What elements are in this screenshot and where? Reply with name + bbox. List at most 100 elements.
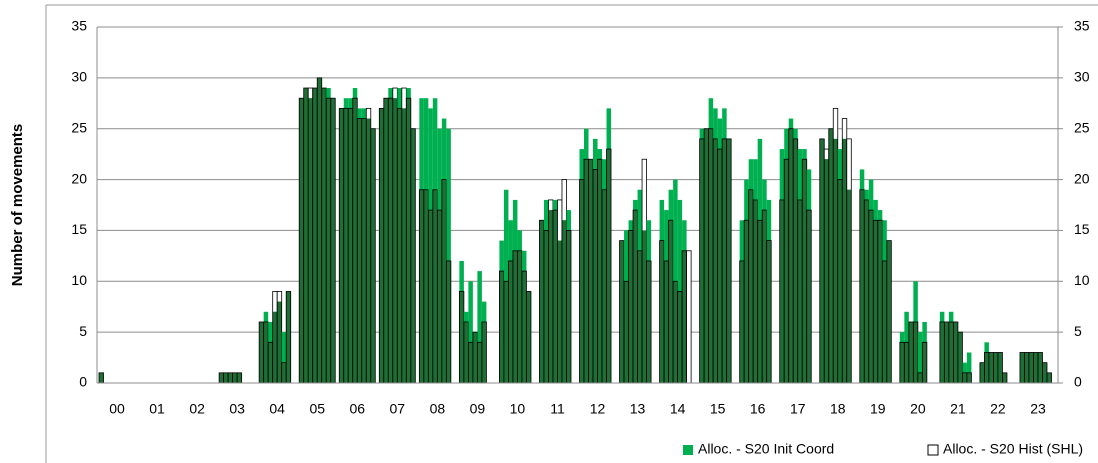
overlap-bar <box>268 342 273 383</box>
x-tick-label: 16 <box>750 401 766 417</box>
overlap-bar <box>232 372 238 383</box>
overlap-bar <box>699 138 705 383</box>
overlap-bar <box>628 230 634 383</box>
overlap-bar <box>633 210 638 383</box>
overlap-bar <box>281 362 287 383</box>
overlap-bar <box>913 321 918 383</box>
overlap-bar <box>704 128 709 383</box>
overlap-bar <box>806 210 812 383</box>
x-tick-label: 17 <box>790 401 806 417</box>
overlap-bar <box>303 88 309 384</box>
overlap-bar <box>797 199 803 383</box>
overlap-bar <box>308 98 313 383</box>
overlap-bar <box>899 342 905 383</box>
overlap-bar <box>543 230 549 383</box>
overlap-bar <box>793 138 798 383</box>
x-tick-label: 18 <box>830 401 846 417</box>
overlap-bar <box>988 352 994 383</box>
overlap-bar <box>717 149 723 383</box>
overlap-bar <box>481 321 487 383</box>
overlap-bar <box>873 220 878 383</box>
overlap-bar <box>722 138 727 383</box>
overlap-bar <box>330 98 336 383</box>
overlap-bar <box>779 199 785 383</box>
overlap-bar <box>606 149 612 383</box>
overlap-bar <box>1002 372 1007 383</box>
overlap-bar <box>361 118 367 384</box>
overlap-bar <box>423 189 429 383</box>
overlap-bar <box>637 250 643 383</box>
overlap-bar <box>321 88 327 384</box>
overlap-bar <box>966 372 972 383</box>
overlap-bar <box>668 220 674 383</box>
overlap-bar <box>979 362 985 383</box>
legend-label: Alloc. - S20 Init Coord <box>698 441 834 457</box>
overlap-bar <box>508 260 513 383</box>
legend-swatch <box>927 444 939 456</box>
y2-tick-label: 30 <box>1074 69 1090 85</box>
overlap-bar <box>593 169 598 383</box>
x-tick-label: 20 <box>910 401 926 417</box>
overlap-bar <box>837 179 843 383</box>
y2-tick-label: 20 <box>1074 170 1090 186</box>
overlap-bar <box>1033 352 1038 383</box>
overlap-bar <box>557 240 562 383</box>
overlap-bar <box>993 352 998 383</box>
overlap-bar <box>984 352 989 383</box>
y-tick-label: 15 <box>71 221 87 237</box>
overlap-bar <box>539 220 544 383</box>
overlap-bar <box>477 342 482 383</box>
overlap-bar <box>962 372 967 383</box>
overlap-bar <box>766 240 772 383</box>
overlap-bar <box>437 210 442 383</box>
overlap-bar <box>864 199 869 383</box>
overlap-bar <box>428 210 433 383</box>
overlap-bar <box>548 210 553 383</box>
overlap-bar <box>357 118 362 384</box>
overlap-bar <box>682 250 687 383</box>
overlap-bar <box>299 98 304 383</box>
overlap-bar <box>997 352 1003 383</box>
overlap-bar <box>904 342 909 383</box>
overlap-bar <box>619 240 625 383</box>
overlap-bar <box>237 372 242 383</box>
overlap-bar <box>348 108 353 383</box>
overlap-bar <box>370 128 376 383</box>
overlap-bar <box>833 138 838 383</box>
overlap-bar <box>99 372 104 383</box>
x-tick-label: 04 <box>269 401 285 417</box>
overlap-bar <box>877 220 883 383</box>
overlap-bar <box>397 108 402 383</box>
overlap-bar <box>744 220 749 383</box>
overlap-bar <box>406 98 411 383</box>
overlap-bar <box>459 291 464 383</box>
hist-bar-fill <box>686 250 692 383</box>
x-tick-label: 03 <box>229 401 245 417</box>
overlap-bar <box>401 108 407 383</box>
overlap-bar <box>868 210 874 383</box>
overlap-bar <box>802 159 807 383</box>
overlap-bar <box>259 321 264 383</box>
x-tick-label: 19 <box>870 401 886 417</box>
overlap-bar <box>228 372 233 383</box>
overlap-bar <box>1024 352 1029 383</box>
overlap-bar <box>512 250 518 383</box>
overlap-bar <box>419 189 424 383</box>
x-tick-label: 06 <box>349 401 365 417</box>
bar <box>281 332 287 383</box>
overlap-bar <box>446 260 451 383</box>
overlap-bar <box>1046 372 1052 383</box>
x-tick-label: 22 <box>990 401 1006 417</box>
y-tick-label: 0 <box>79 374 87 390</box>
overlap-bar <box>383 98 389 383</box>
overlap-bar <box>526 291 531 383</box>
overlap-bar <box>223 372 229 383</box>
overlap-bar <box>561 220 567 383</box>
overlap-bar <box>286 291 291 383</box>
overlap-bar <box>948 321 954 383</box>
bar <box>966 352 972 383</box>
overlap-bar <box>708 128 714 383</box>
overlap-bar <box>664 260 669 383</box>
y-tick-label: 10 <box>71 272 87 288</box>
